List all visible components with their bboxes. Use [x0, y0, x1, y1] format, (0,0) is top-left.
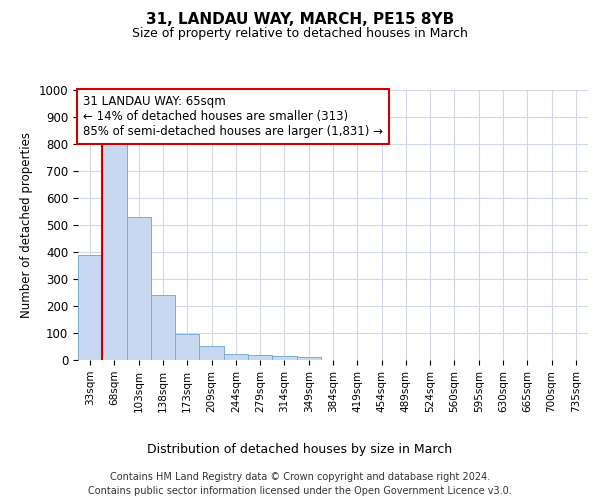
Bar	[248, 355, 272, 360]
Text: Contains HM Land Registry data © Crown copyright and database right 2024.: Contains HM Land Registry data © Crown c…	[110, 472, 490, 482]
Bar	[175, 334, 199, 360]
Bar	[102, 136, 127, 360]
Bar	[127, 217, 151, 360]
Bar	[151, 294, 175, 360]
Bar	[296, 358, 321, 360]
Bar	[224, 354, 248, 360]
Bar	[78, 254, 102, 360]
Y-axis label: Number of detached properties: Number of detached properties	[20, 132, 33, 318]
Bar	[199, 346, 224, 360]
Text: Contains public sector information licensed under the Open Government Licence v3: Contains public sector information licen…	[88, 486, 512, 496]
Text: Size of property relative to detached houses in March: Size of property relative to detached ho…	[132, 28, 468, 40]
Bar	[272, 356, 296, 360]
Text: 31, LANDAU WAY, MARCH, PE15 8YB: 31, LANDAU WAY, MARCH, PE15 8YB	[146, 12, 454, 28]
Text: 31 LANDAU WAY: 65sqm
← 14% of detached houses are smaller (313)
85% of semi-deta: 31 LANDAU WAY: 65sqm ← 14% of detached h…	[83, 96, 383, 138]
Text: Distribution of detached houses by size in March: Distribution of detached houses by size …	[148, 442, 452, 456]
